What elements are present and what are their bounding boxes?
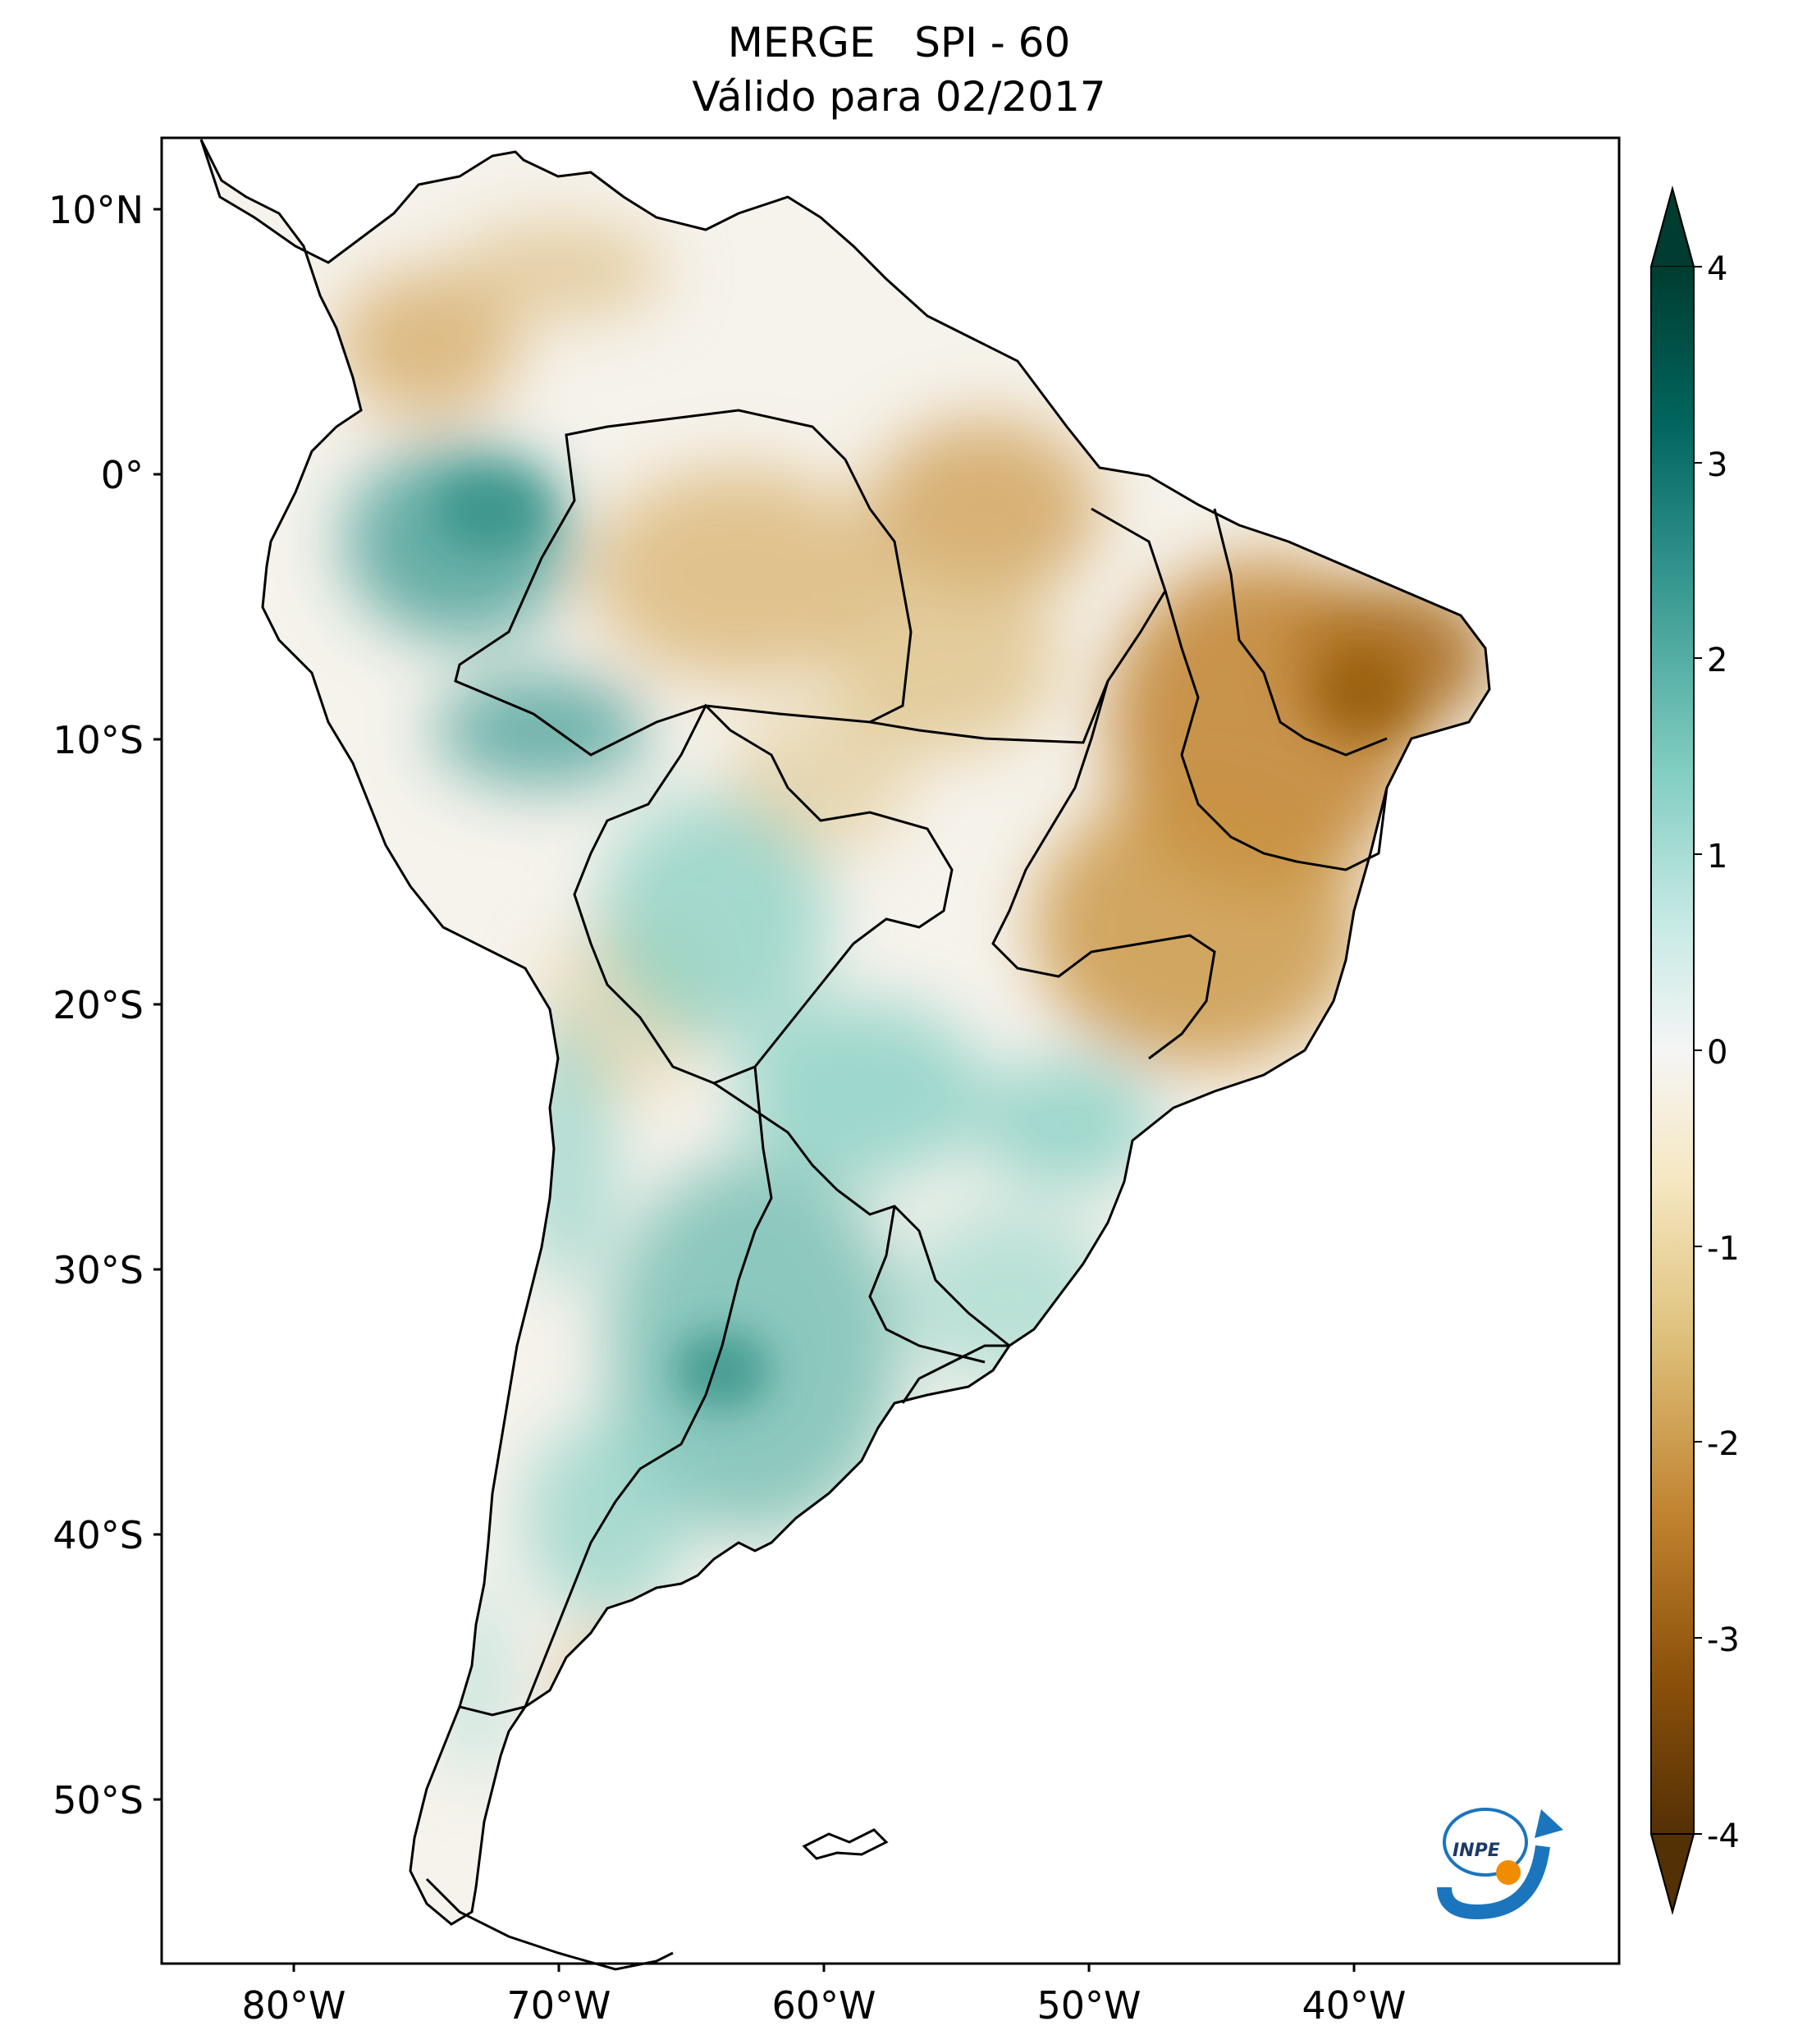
map-title-line1: MERGE SPI - 60 <box>727 19 1071 66</box>
lon-tick-label: 40°W <box>1302 1983 1406 2028</box>
coastline-borders <box>199 139 1491 1971</box>
longitude-axis: 80°W 70°W 60°W 50°W 40°W <box>241 1964 1407 2028</box>
inpe-logo: INPE <box>1437 1808 1563 1920</box>
lon-tick-label: 50°W <box>1036 1983 1141 2028</box>
lon-tick-label: 60°W <box>771 1983 876 2028</box>
lat-tick-label: 40°S <box>53 1513 144 1557</box>
colorbar-tick-label: 2 <box>1707 642 1727 679</box>
colorbar-tick-label: -4 <box>1707 1818 1740 1855</box>
colorbar-tick-label: -2 <box>1707 1425 1740 1463</box>
map-title-line2: Válido para 02/2017 <box>692 73 1106 121</box>
colorbar-tick-label: 1 <box>1707 838 1727 876</box>
colorbar-tick-label: 3 <box>1707 446 1727 484</box>
lat-tick-label: 30°S <box>53 1248 144 1292</box>
colorbar: 4 3 2 1 0 -1 -2 -3 -4 <box>1649 185 1740 1915</box>
latitude-axis: 10°N 0° 10°S 20°S 30°S 40°S 50°S <box>48 188 162 1822</box>
colorbar-tick-label: 0 <box>1707 1034 1727 1072</box>
lat-tick-label: 10°S <box>53 718 144 762</box>
lat-tick-label: 0° <box>101 453 144 497</box>
lat-tick-label: 20°S <box>53 983 144 1027</box>
lon-tick-label: 80°W <box>241 1983 345 2028</box>
lat-tick-label: 10°N <box>48 188 144 232</box>
lat-tick-label: 50°S <box>53 1778 144 1822</box>
colorbar-max-extend <box>1649 185 1695 268</box>
colorbar-tick-label: -3 <box>1707 1621 1740 1659</box>
logo-text: INPE <box>1453 1841 1500 1861</box>
falkland-islands <box>802 1828 889 1860</box>
colorbar-tick-label: -1 <box>1707 1230 1740 1268</box>
lon-tick-label: 70°W <box>506 1983 611 2028</box>
colorbar-tick-label: 4 <box>1707 250 1727 288</box>
map-frame <box>160 136 1621 1965</box>
logo-sun-dot <box>1496 1860 1521 1885</box>
colorbar-min-extend <box>1649 1833 1695 1915</box>
colorbar-gradient <box>1651 267 1694 1834</box>
